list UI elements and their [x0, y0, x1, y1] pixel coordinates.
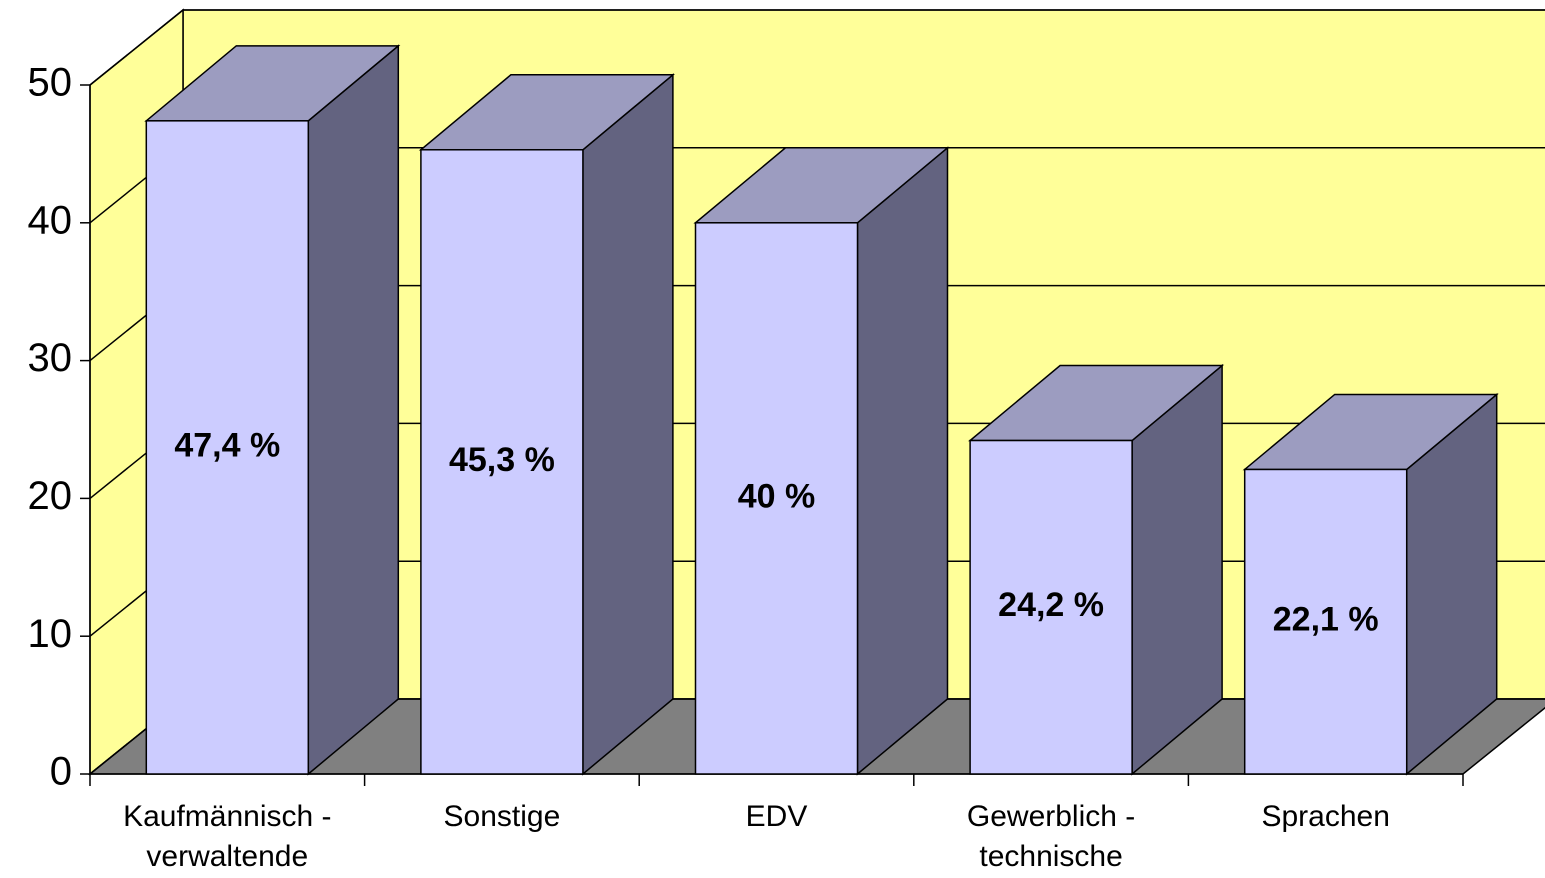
y-tick-label: 0	[50, 750, 72, 794]
x-tick-label-line: technische	[979, 840, 1122, 873]
x-tick-label-line: EDV	[746, 800, 808, 833]
bar-front	[694, 222, 859, 775]
value-label: 45,3 %	[449, 441, 555, 479]
x-tick-label: Sonstige	[444, 800, 561, 833]
bar	[1242, 392, 1499, 776]
x-tick-label-line: verwaltende	[146, 840, 308, 873]
bar-side	[582, 73, 674, 776]
x-tick-label-line: Gewerblich -	[967, 800, 1135, 833]
grid-line	[89, 9, 184, 86]
bar-front	[1243, 468, 1408, 775]
y-tick-label: 40	[28, 198, 73, 242]
y-tick-label: 10	[28, 612, 73, 656]
bar	[693, 146, 950, 776]
bar	[144, 44, 401, 776]
value-label: 22,1 %	[1273, 601, 1379, 639]
x-tick-label-line: Kaufmännisch -	[123, 800, 331, 833]
bar-front	[420, 149, 584, 775]
value-label: 24,2 %	[998, 586, 1104, 624]
x-tick-label: Gewerblich - technische	[967, 800, 1135, 873]
y-tick-label: 30	[28, 336, 73, 380]
x-tick-label-line: Sonstige	[444, 800, 561, 833]
bar	[418, 73, 675, 776]
bar-front	[145, 120, 310, 775]
x-tick-label: EDV	[746, 800, 808, 833]
x-tick-label-line: Sprachen	[1261, 800, 1389, 833]
value-label: 40 %	[738, 477, 816, 515]
bar-side	[307, 44, 400, 776]
x-tick-label: Sprachen	[1261, 800, 1389, 833]
bar-side	[856, 146, 949, 776]
bar	[968, 363, 1225, 776]
bar-front	[969, 439, 1133, 775]
y-tick-label: 20	[28, 474, 73, 518]
y-tick-label: 50	[28, 61, 73, 105]
value-label: 47,4 %	[174, 426, 280, 464]
x-tick-label: Kaufmännisch - verwaltende	[123, 800, 331, 873]
